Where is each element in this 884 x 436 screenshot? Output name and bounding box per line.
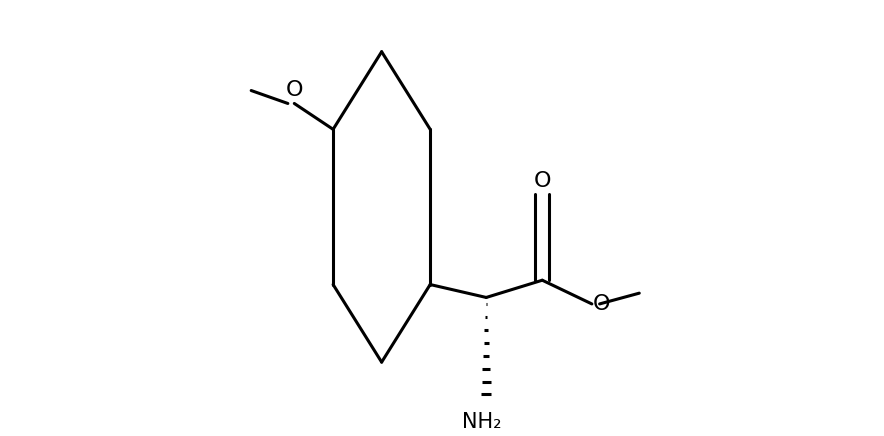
Text: O: O [534,170,551,191]
Text: NH₂: NH₂ [462,412,502,432]
Text: O: O [286,80,303,100]
Text: O: O [593,294,611,314]
